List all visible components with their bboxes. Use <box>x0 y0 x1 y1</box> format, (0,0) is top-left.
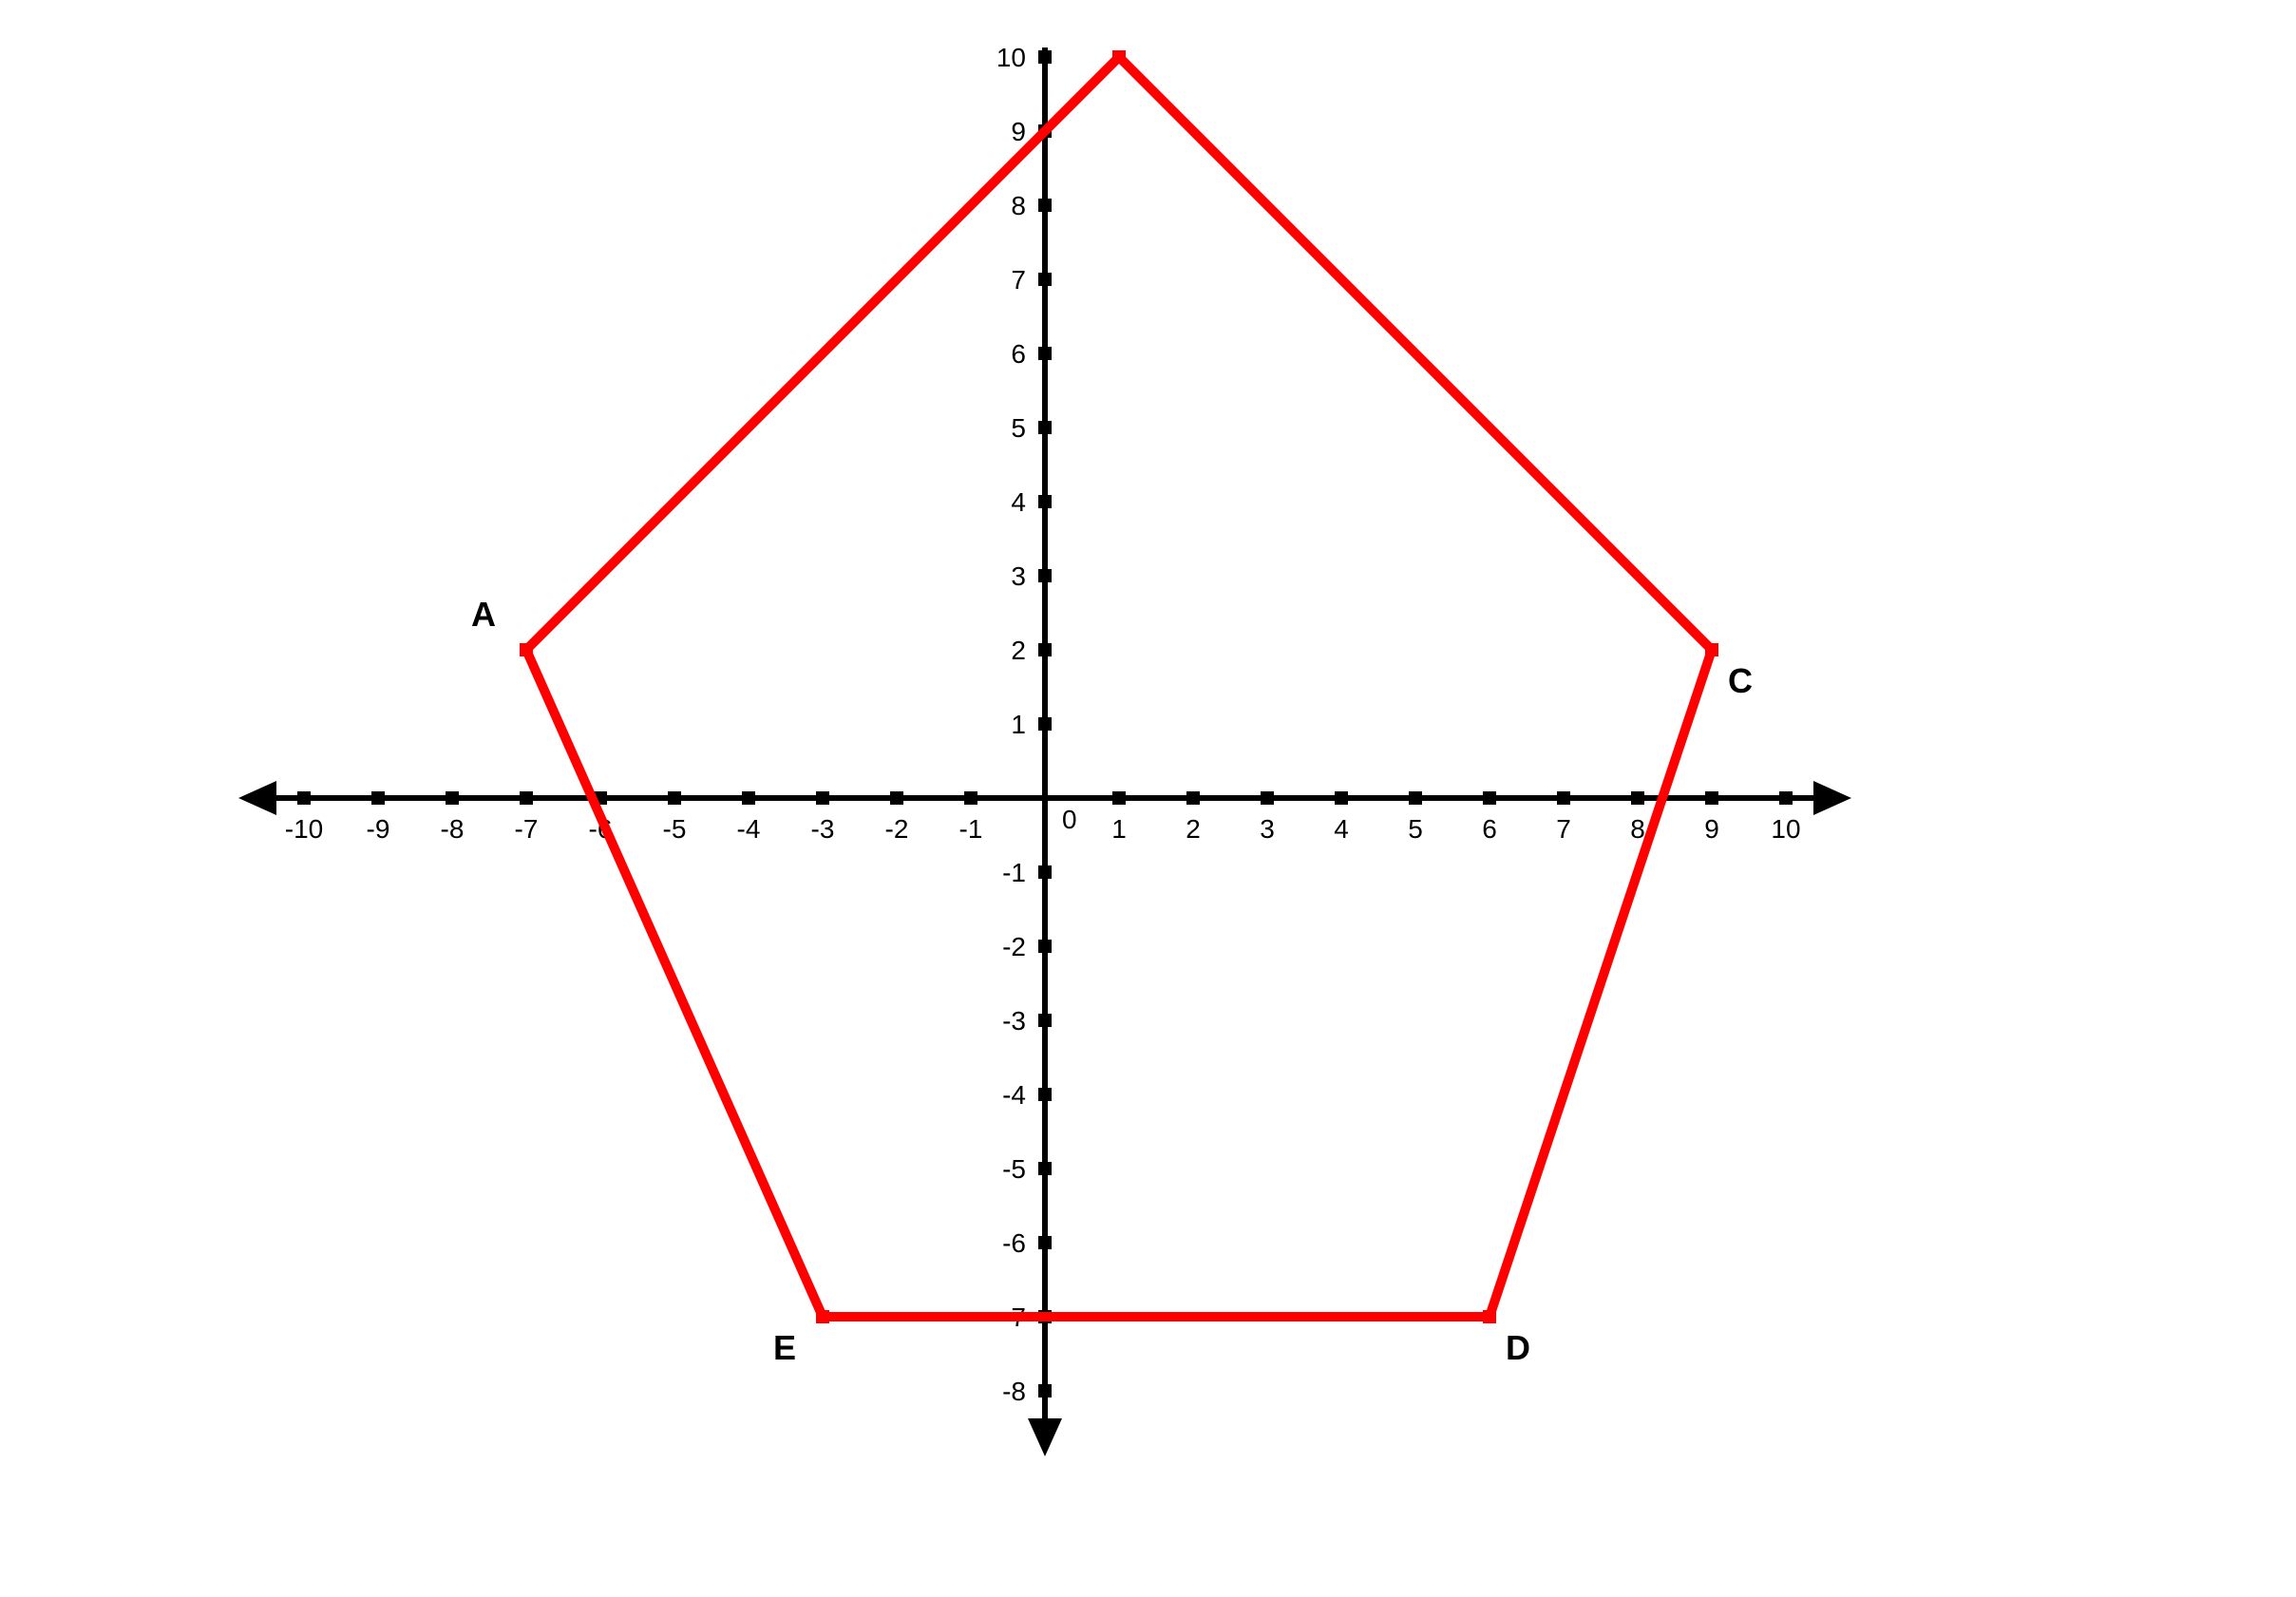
pentagon-shape <box>526 57 1712 1317</box>
vertex-label-c: C <box>1728 661 1753 700</box>
y-tick <box>1038 1014 1052 1027</box>
y-tick <box>1038 273 1052 286</box>
x-tick <box>1409 791 1422 805</box>
x-tick <box>446 791 459 805</box>
y-tick <box>1038 643 1052 656</box>
x-tick-label: 4 <box>1334 814 1349 844</box>
x-tick <box>1705 791 1718 805</box>
y-tick-label: -5 <box>1002 1154 1026 1184</box>
x-tick-label: 6 <box>1482 814 1497 844</box>
y-tick <box>1038 1236 1052 1249</box>
x-tick-label: 3 <box>1260 814 1275 844</box>
chart-svg: -10-9-8-7-6-5-4-3-2-112345678910-8-7-6-5… <box>95 48 2185 1549</box>
vertex-marker-e <box>816 1310 829 1323</box>
x-tick-label: -9 <box>367 814 390 844</box>
x-tick-label: 8 <box>1630 814 1645 844</box>
x-tick-label: 1 <box>1111 814 1127 844</box>
x-tick <box>1112 791 1126 805</box>
y-tick <box>1038 1088 1052 1101</box>
y-tick <box>1038 865 1052 879</box>
x-tick-label: -3 <box>811 814 835 844</box>
x-tick-label: 2 <box>1186 814 1201 844</box>
y-tick-label: 4 <box>1011 487 1026 517</box>
vertex-marker-d <box>1483 1310 1496 1323</box>
y-tick <box>1038 569 1052 582</box>
origin-label: 0 <box>1062 805 1077 834</box>
x-tick-label: 10 <box>1771 814 1800 844</box>
y-tick-label: 5 <box>1011 413 1026 443</box>
y-tick-label: -3 <box>1002 1006 1026 1036</box>
y-tick-label: 1 <box>1011 710 1026 739</box>
x-tick-label: 5 <box>1408 814 1423 844</box>
y-tick <box>1038 50 1052 64</box>
y-tick <box>1038 940 1052 953</box>
x-axis-arrow-right <box>1813 781 1851 815</box>
y-tick <box>1038 1162 1052 1175</box>
y-tick <box>1038 1384 1052 1397</box>
x-tick <box>520 791 533 805</box>
x-tick <box>1483 791 1496 805</box>
x-tick <box>1779 791 1793 805</box>
y-axis-arrow-down <box>1028 1418 1062 1456</box>
x-tick-label: -10 <box>285 814 323 844</box>
y-tick-label: 3 <box>1011 561 1026 591</box>
x-tick <box>1557 791 1570 805</box>
x-tick <box>1186 791 1200 805</box>
x-tick-label: -4 <box>737 814 761 844</box>
x-tick <box>890 791 903 805</box>
vertex-marker-c <box>1705 643 1718 656</box>
y-tick-label: 6 <box>1011 339 1026 369</box>
y-tick-label: 9 <box>1011 117 1026 146</box>
x-tick <box>297 791 311 805</box>
y-tick-label: 8 <box>1011 191 1026 220</box>
y-tick <box>1038 717 1052 731</box>
x-tick <box>1261 791 1274 805</box>
y-tick-label: -6 <box>1002 1228 1026 1258</box>
x-tick <box>1631 791 1644 805</box>
x-tick-label: -7 <box>515 814 539 844</box>
coordinate-chart: -10-9-8-7-6-5-4-3-2-112345678910-8-7-6-5… <box>95 48 2185 1549</box>
x-tick <box>1335 791 1348 805</box>
y-tick <box>1038 495 1052 508</box>
y-tick-label: 2 <box>1011 636 1026 665</box>
x-tick <box>742 791 755 805</box>
y-tick-label: -2 <box>1002 932 1026 961</box>
vertex-marker-a <box>520 643 533 656</box>
y-tick <box>1038 421 1052 434</box>
x-tick <box>816 791 829 805</box>
vertex-label-b: B <box>1140 48 1165 55</box>
y-tick-label: -8 <box>1002 1377 1026 1406</box>
vertex-label-e: E <box>773 1328 796 1367</box>
vertex-label-a: A <box>471 595 496 634</box>
x-tick-label: 7 <box>1556 814 1571 844</box>
y-tick-label: 10 <box>996 48 1026 72</box>
x-axis-arrow-left <box>238 781 276 815</box>
y-tick <box>1038 347 1052 360</box>
y-tick-label: -1 <box>1002 858 1026 887</box>
vertex-marker-b <box>1112 50 1126 64</box>
x-tick <box>668 791 681 805</box>
vertex-label-d: D <box>1506 1328 1530 1367</box>
x-tick <box>371 791 385 805</box>
x-tick-label: -5 <box>663 814 687 844</box>
y-tick-label: 7 <box>1011 265 1026 295</box>
x-tick <box>964 791 977 805</box>
y-tick <box>1038 199 1052 212</box>
x-tick-label: 9 <box>1704 814 1719 844</box>
x-tick-label: -1 <box>959 814 983 844</box>
y-tick-label: -4 <box>1002 1080 1026 1110</box>
x-tick-label: -2 <box>885 814 909 844</box>
x-tick-label: -8 <box>441 814 465 844</box>
